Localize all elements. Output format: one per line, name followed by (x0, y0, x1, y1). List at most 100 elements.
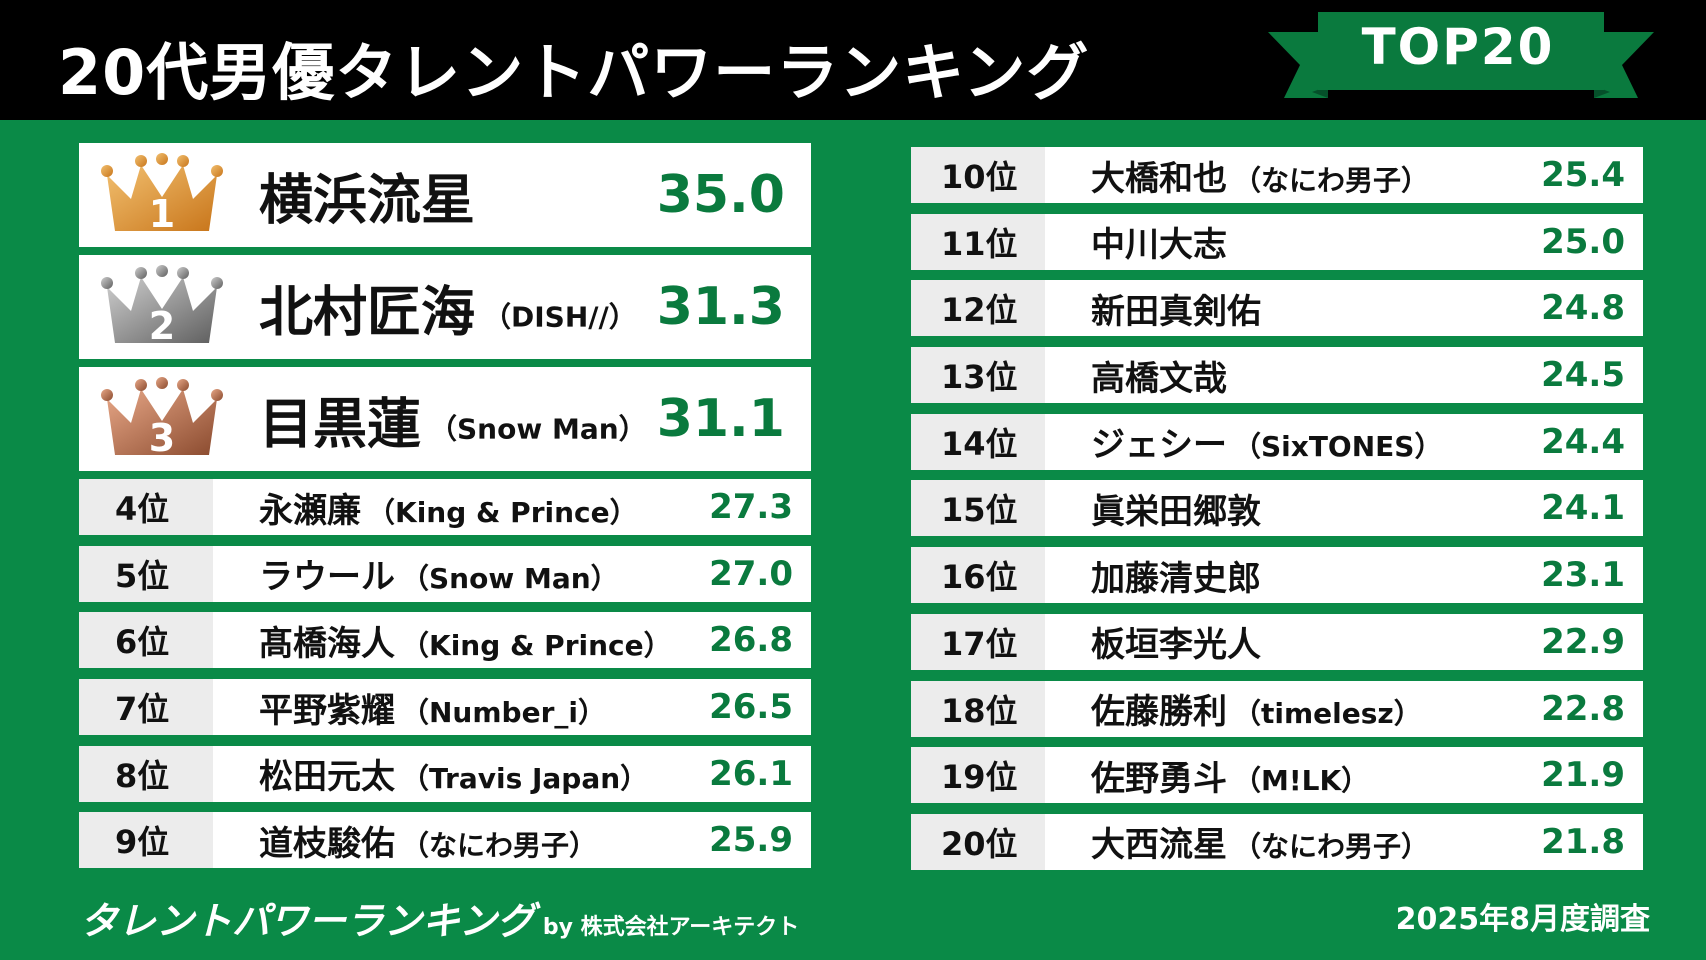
ranking-row: 20位 大西流星 （なにわ男子） 21.8 (911, 813, 1643, 870)
survey-date: 2025年8月度調査 (1395, 902, 1650, 937)
name-text: 横浜流星 (259, 168, 475, 232)
score-value: 22.8 (1541, 688, 1625, 729)
brand-logo: タレントパワーランキング by 株式会社アーキテクト (80, 890, 799, 945)
score-value: 35.0 (656, 165, 785, 225)
group-text: （Snow Man） (401, 562, 619, 596)
rank-label: 9位 (79, 812, 213, 869)
name-text: 永瀬廉 (259, 490, 361, 531)
group-text: （Snow Man） (429, 412, 647, 446)
rank-label: 14位 (911, 413, 1045, 470)
score-value: 23.1 (1541, 555, 1625, 596)
ranking-row: 11位 中川大志 25.0 (911, 213, 1643, 270)
score-value: 26.1 (709, 753, 793, 794)
ranking-list-right: 10位 大橋和也 （なにわ男子） 25.4 11位 中川大志 25.0 12位 新… (911, 147, 1643, 881)
rank-label: 18位 (911, 680, 1045, 737)
score-value: 27.3 (709, 487, 793, 527)
score-value: 31.1 (656, 389, 785, 449)
rank-label: 20位 (911, 813, 1045, 870)
rank-label: 16位 (911, 547, 1045, 604)
talent-name: 眞栄田郷敦 (1045, 484, 1541, 533)
ranking-row-2: 2 北村匠海 （DISH//） 31.3 (79, 255, 811, 359)
name-text: 大橋和也 (1091, 158, 1227, 199)
talent-name: 目黒蓮 （Snow Man） (259, 380, 647, 459)
ranking-row: 12位 新田真剣佑 24.8 (911, 280, 1643, 337)
rank-label: 13位 (911, 347, 1045, 404)
talent-name: 板垣李光人 (1045, 617, 1541, 666)
ranking-list-left: 1 横浜流星 35.0 2 北村匠海 （DISH//） 31.3 (79, 143, 811, 879)
name-text: 佐藤勝利 (1091, 692, 1227, 732)
ranking-row: 19位 佐野勇斗 （M!LK） 21.9 (911, 747, 1643, 804)
score-value: 24.5 (1541, 355, 1625, 396)
rank-label: 15位 (911, 480, 1045, 537)
crown-label: 3 (149, 416, 175, 460)
ranking-row: 7位 平野紫耀 （Number_i） 26.5 (79, 679, 811, 736)
name-text: 松田元太 (259, 757, 395, 798)
rank-label: 17位 (911, 613, 1045, 670)
ranking-row: 18位 佐藤勝利 （timelesz） 22.8 (911, 680, 1643, 737)
group-text: （King & Prince） (367, 495, 638, 529)
group-text: （DISH//） (483, 300, 637, 334)
score-value: 26.8 (709, 620, 793, 661)
group-text: （M!LK） (1233, 763, 1370, 797)
logo-byline: by 株式会社アーキテクト (542, 915, 800, 940)
ranking-row: 6位 髙橋海人 （King & Prince） 26.8 (79, 612, 811, 669)
ranking-row: 13位 高橋文哉 24.5 (911, 347, 1643, 404)
talent-name: ジェシー （SixTONES） (1045, 417, 1541, 466)
rank-label: 4位 (79, 479, 213, 535)
rank-label: 11位 (911, 213, 1045, 270)
rank-label: 5位 (79, 545, 213, 602)
score-value: 25.4 (1541, 155, 1625, 195)
score-value: 24.4 (1541, 421, 1625, 462)
name-text: 北村匠海 (259, 280, 475, 344)
ranking-row-1: 1 横浜流星 35.0 (79, 143, 811, 247)
score-value: 31.3 (656, 277, 785, 337)
score-value: 22.9 (1541, 621, 1625, 662)
gold-crown-icon: 1 (101, 153, 223, 236)
name-text: 道枝駿佑 (259, 823, 395, 864)
talent-name: 髙橋海人 （King & Prince） (213, 616, 709, 665)
name-text: 髙橋海人 (259, 623, 395, 664)
name-text: 板垣李光人 (1091, 625, 1261, 666)
name-text: ラウール (259, 557, 395, 598)
talent-name: ラウール （Snow Man） (213, 549, 709, 598)
rank-label: 6位 (79, 612, 213, 669)
ranking-row: 10位 大橋和也 （なにわ男子） 25.4 (911, 147, 1643, 203)
group-text: （なにわ男子） (401, 828, 598, 862)
name-text: 大西流星 (1091, 825, 1227, 866)
group-text: （timelesz） (1233, 697, 1422, 730)
top20-badge: TOP20 (1361, 18, 1555, 76)
ranking-row: 16位 加藤清史郎 23.1 (911, 547, 1643, 604)
score-value: 26.5 (709, 687, 793, 728)
ranking-row: 4位 永瀬廉 （King & Prince） 27.3 (79, 479, 811, 535)
talent-name: 大橋和也 （なにわ男子） (1045, 151, 1541, 200)
ranking-row: 15位 眞栄田郷敦 24.1 (911, 480, 1643, 537)
ranking-row: 14位 ジェシー （SixTONES） 24.4 (911, 413, 1643, 470)
talent-name: 高橋文哉 (1045, 351, 1541, 400)
talent-name: 横浜流星 (259, 156, 483, 235)
silver-crown-icon: 2 (101, 265, 223, 348)
top20-ribbon-icon (1268, 12, 1654, 98)
talent-name: 大西流星 （なにわ男子） (1045, 817, 1541, 866)
talent-name: 永瀬廉 （King & Prince） (213, 483, 709, 532)
page-title: 20代男優タレントパワーランキング (58, 36, 1090, 109)
talent-name: 松田元太 （Travis Japan） (213, 749, 709, 798)
rank-label: 10位 (911, 147, 1045, 203)
talent-name: 道枝駿佑 （なにわ男子） (213, 816, 709, 865)
crown-label: 2 (149, 304, 175, 348)
rank-label: 8位 (79, 745, 213, 802)
group-text: （Travis Japan） (401, 762, 649, 796)
bronze-crown-icon: 3 (101, 377, 223, 460)
name-text: 新田真剣佑 (1091, 291, 1261, 332)
group-text: （なにわ男子） (1233, 830, 1430, 864)
talent-name: 平野紫耀 （Number_i） (213, 683, 709, 732)
name-text: 平野紫耀 (259, 690, 395, 731)
crown-label: 1 (149, 192, 175, 236)
score-value: 21.9 (1541, 755, 1625, 796)
ranking-row-3: 3 目黒蓮 （Snow Man） 31.1 (79, 367, 811, 471)
ranking-row: 17位 板垣李光人 22.9 (911, 613, 1643, 670)
ranking-row: 8位 松田元太 （Travis Japan） 26.1 (79, 745, 811, 802)
name-text: 佐野勇斗 (1091, 758, 1227, 799)
group-text: （King & Prince） (401, 628, 672, 662)
score-value: 25.9 (709, 820, 793, 861)
name-text: 目黒蓮 (259, 392, 421, 456)
